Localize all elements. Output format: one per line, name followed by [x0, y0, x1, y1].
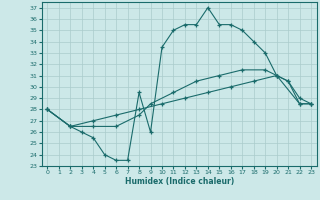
X-axis label: Humidex (Indice chaleur): Humidex (Indice chaleur) [124, 177, 234, 186]
